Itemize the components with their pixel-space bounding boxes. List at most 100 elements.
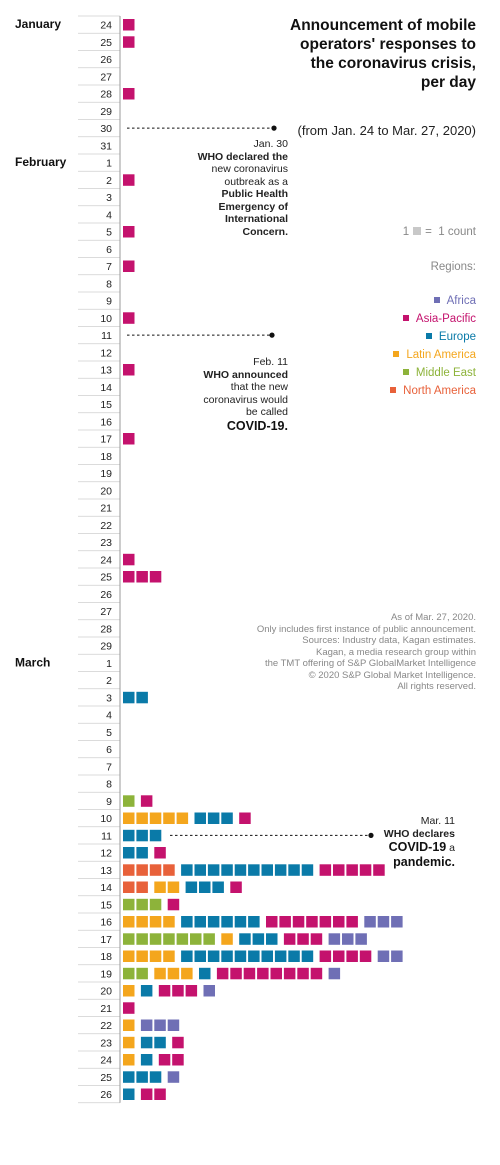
count-square [391,916,403,928]
day-label: 5 [106,227,112,239]
note-line: Sources: Industry data, Kagan estimates. [302,635,476,646]
count-square [172,1054,184,1066]
count-square [123,950,135,962]
count-square [123,691,135,704]
count-square [266,916,278,928]
count-squares [123,19,403,1100]
count-square [248,950,260,962]
count-square [199,881,211,893]
count-square [297,933,309,945]
count-square [310,967,323,980]
count-square [359,950,372,962]
count-square [123,795,135,807]
count-square [288,950,300,962]
day-label: 6 [106,744,112,756]
count-square [261,864,273,876]
count-square [149,864,162,876]
count-square [136,898,148,911]
chart-title: Announcement of mobile operators' respon… [290,17,476,91]
count-square [154,881,166,893]
count-square [319,916,332,928]
count-square [346,916,358,928]
count-square [377,916,390,928]
annotation-line: new coronavirus [211,163,288,175]
count-square [149,950,162,962]
count-square [221,916,233,928]
day-label: 11 [101,330,112,342]
count-square [274,950,287,962]
day-label: 1 [106,158,112,170]
day-label: 14 [100,882,112,894]
day-label: 9 [106,296,112,308]
count-square [346,864,358,876]
count-square [158,1054,171,1066]
count-square [123,1036,135,1049]
count-square [194,812,206,824]
legend-label: North America [403,385,476,397]
count-square [140,1036,153,1049]
legend-item-latam: Latin America [390,346,476,364]
annotation-feb11: Feb. 11 WHO announced that the new coron… [203,356,288,434]
day-label: 25 [100,37,112,49]
count-square [149,933,162,945]
row-grid [78,15,121,1104]
count-square [176,933,189,945]
day-label: 9 [106,796,112,808]
day-label: 25 [100,572,112,584]
count-square [221,864,233,876]
count-square [154,1036,166,1049]
count-square [266,933,278,945]
count-square [136,847,148,859]
count-square [248,916,260,928]
day-label: 31 [100,140,112,152]
day-label: 7 [106,761,112,773]
day-label: 26 [100,54,112,66]
annotation-line: a [446,842,455,854]
legend-label: Middle East [415,367,476,379]
count-square [136,950,148,962]
legend-swatch [390,387,397,393]
count-square [288,864,300,876]
day-label: 23 [100,537,112,549]
day-label: 28 [100,89,112,101]
count-square [123,967,135,980]
count-square [194,864,206,876]
annotation-line: WHO declares [383,827,455,840]
count-square [230,881,242,893]
count-square [270,967,282,980]
annotation-line: pandemic. [393,855,455,869]
day-label: 18 [100,951,112,963]
day-label: 27 [100,606,112,618]
day-label: 4 [106,209,112,221]
count-square [163,916,175,928]
count-square [149,829,162,842]
count-square [342,933,354,945]
count-square [123,1088,135,1100]
scale-equals: = [425,226,432,238]
count-square [123,916,135,928]
count-square [123,847,135,859]
count-square [123,812,135,824]
count-square [283,967,296,980]
count-square [239,933,251,945]
day-label: 28 [100,623,112,635]
day-label: 26 [100,1089,112,1101]
annotation-line: that the new [230,381,288,393]
count-square [140,985,153,997]
legend-label: Africa [446,295,476,307]
count-square [123,881,135,893]
day-label: 1 [106,658,112,670]
count-square [123,36,135,48]
count-square [149,916,162,928]
count-square [297,967,309,980]
day-label: 11 [101,830,112,842]
count-square [333,950,345,962]
day-label: 30 [100,123,112,135]
annotation-leaders [127,125,374,838]
count-square [181,916,193,928]
day-label: 19 [100,468,112,480]
count-square [190,933,202,945]
count-square [167,1071,180,1083]
scale-number: 1 [402,226,410,238]
